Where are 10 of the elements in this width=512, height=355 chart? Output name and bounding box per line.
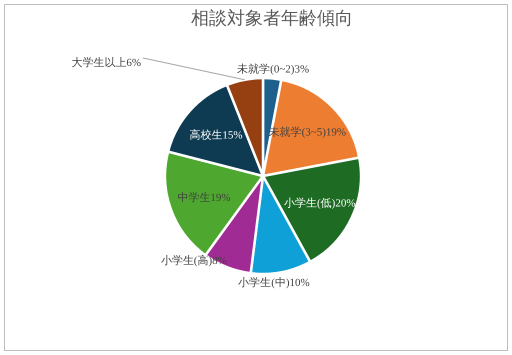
slice-label: 小学生(低)20% — [284, 196, 356, 210]
slice-label: 未就学(0~2)3% — [237, 62, 310, 76]
slice-label: 小学生(高)8% — [160, 254, 227, 267]
slice-label: 小学生(中)10% — [238, 276, 310, 290]
slice-label: 中学生19% — [177, 191, 231, 204]
chart-title: 相談対象者年齢傾向 — [191, 8, 353, 28]
slice-label: 大学生以上6% — [71, 56, 141, 69]
pie-slice — [262, 78, 361, 178]
slice-label: 高校生15% — [189, 128, 243, 142]
pie-slice — [262, 156, 362, 264]
